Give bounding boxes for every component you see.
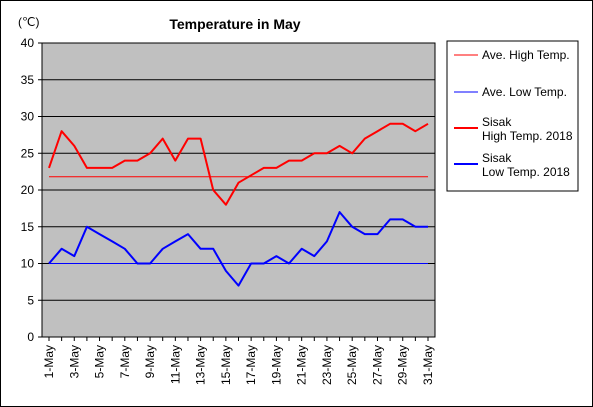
x-tick-label: 21-May [295, 345, 309, 385]
x-tick-label: 7-May [118, 345, 132, 378]
legend-box [446, 40, 579, 192]
y-tick-label: 10 [21, 257, 35, 271]
plot-area: 0 5 10 15 20 25 30 35 40 1-May 3-May 5-May 7-May 9-Ma… [21, 36, 436, 385]
legend-label: Ave. Low Temp. [482, 85, 567, 99]
y-tick-label: 30 [21, 110, 35, 124]
y-tick-label: 40 [21, 36, 35, 50]
x-tick-label: 13-May [194, 345, 208, 385]
y-unit-label: (℃) [18, 15, 39, 29]
x-tick-label: 1-May [42, 345, 56, 378]
legend-label: High Temp. 2018 [482, 129, 573, 143]
legend-label: Low Temp. 2018 [482, 165, 570, 179]
series-line-3 [48, 122, 429, 206]
x-tick-label: 25-May [345, 345, 359, 385]
x-tick-label: 29-May [396, 345, 410, 385]
x-tick-label: 17-May [244, 345, 258, 385]
x-tick-label: 3-May [67, 345, 81, 378]
y-tick-label: 15 [21, 220, 35, 234]
x-tick-label: 15-May [219, 345, 233, 385]
legend-label: Sisak [482, 115, 512, 129]
legend-label: Ave. High Temp. [482, 48, 570, 62]
x-tick-label: 27-May [370, 345, 384, 385]
y-tick-label: 35 [21, 73, 35, 87]
x-tick-label: 23-May [320, 345, 334, 385]
legend-label: Sisak [482, 151, 512, 165]
x-tick-label: 9-May [143, 345, 157, 378]
x-tick-label: 11-May [168, 345, 182, 384]
chart-title: Temperature in May [169, 16, 300, 32]
series-line-4 [48, 211, 428, 287]
y-tick-label: 20 [21, 183, 35, 197]
y-tick-label: 0 [27, 330, 34, 344]
x-tick-label: 19-May [269, 345, 283, 385]
x-tick-label: 31-May [421, 345, 435, 385]
y-tick-label: 25 [21, 146, 35, 160]
y-tick-label: 5 [27, 293, 34, 307]
x-tick-label: 5-May [93, 345, 107, 378]
